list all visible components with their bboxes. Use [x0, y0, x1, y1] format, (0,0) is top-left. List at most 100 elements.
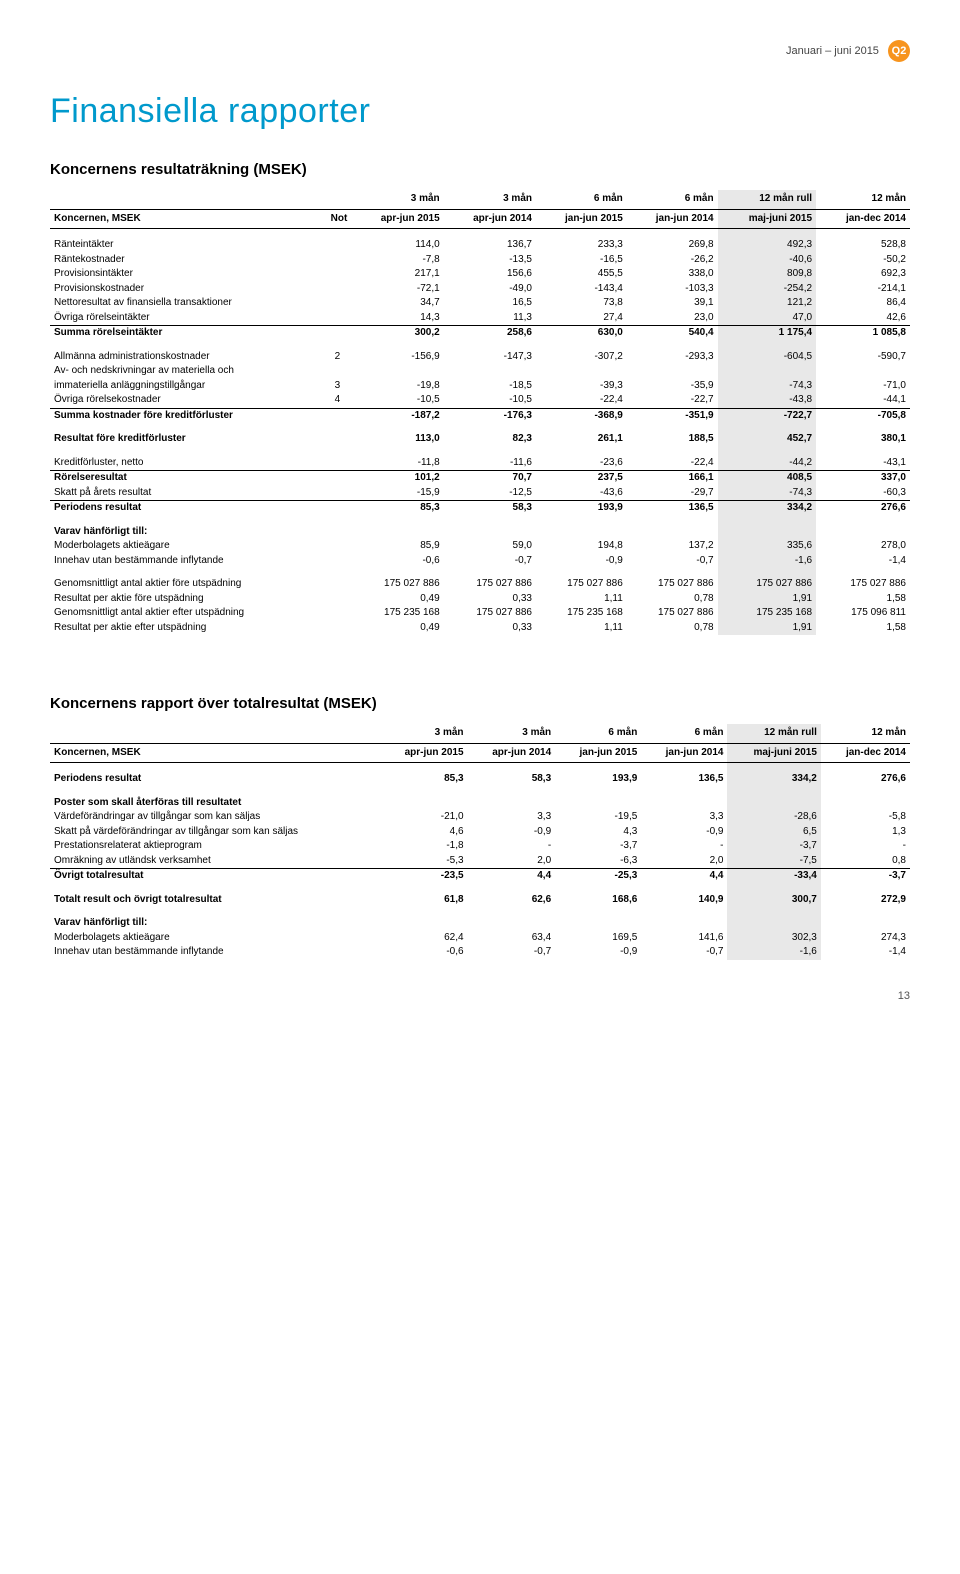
- cell-value: -25,3: [555, 869, 641, 884]
- row-note: [323, 486, 351, 501]
- cell-value: 188,5: [627, 423, 718, 447]
- cell-value: -3,7: [821, 869, 910, 884]
- table-row: Poster som skall återföras till resultat…: [50, 787, 910, 811]
- col-header-l1: 12 mån rull: [727, 724, 820, 743]
- cell-value: [641, 907, 727, 931]
- cell-value: 276,6: [821, 763, 910, 787]
- cell-value: 193,9: [536, 501, 627, 516]
- row-label: Provisionsintäkter: [50, 267, 323, 282]
- cell-value: -604,5: [718, 341, 816, 365]
- col-header-l2: apr-jun 2015: [380, 743, 468, 763]
- cell-value: 58,3: [444, 501, 536, 516]
- cell-value: -28,6: [727, 810, 820, 825]
- table2-heading: Koncernens rapport över totalresultat (M…: [50, 695, 910, 712]
- cell-value: 3,3: [468, 810, 556, 825]
- cell-value: -3,7: [555, 839, 641, 854]
- col-header-l2: jan-jun 2015: [536, 209, 627, 229]
- cell-value: 175 027 886: [627, 606, 718, 621]
- cell-value: 338,0: [627, 267, 718, 282]
- cell-value: 1 175,4: [718, 326, 816, 341]
- cell-value: -0,9: [555, 945, 641, 960]
- row-label: Resultat före kreditförluster: [50, 423, 323, 447]
- row-label: Summa kostnader före kreditförluster: [50, 408, 323, 423]
- row-label: Varav hänförligt till:: [50, 516, 323, 540]
- row-note: [323, 326, 351, 341]
- col-header-l1: 12 mån: [821, 724, 910, 743]
- cell-value: -50,2: [816, 253, 910, 268]
- cell-value: 47,0: [718, 311, 816, 326]
- cell-value: -156,9: [351, 341, 443, 365]
- col-header-l2: jan-jun 2015: [555, 743, 641, 763]
- row-label: Kreditförluster, netto: [50, 447, 323, 471]
- col-header-l1: 12 mån: [816, 190, 910, 209]
- cell-value: -368,9: [536, 408, 627, 423]
- cell-value: -44,2: [718, 447, 816, 471]
- row-label: Innehav utan bestämmande inflytande: [50, 945, 380, 960]
- cell-value: -1,6: [727, 945, 820, 960]
- row-label-header: Koncernen, MSEK: [50, 743, 380, 763]
- cell-value: [727, 907, 820, 931]
- row-label: Övriga rörelseintäkter: [50, 311, 323, 326]
- row-label: immateriella anläggningstillgångar: [50, 379, 323, 394]
- cell-value: 175 027 886: [816, 568, 910, 592]
- row-note: [323, 423, 351, 447]
- cell-value: -39,3: [536, 379, 627, 394]
- cell-value: 85,3: [351, 501, 443, 516]
- table-row: Kreditförluster, netto-11,8-11,6-23,6-22…: [50, 447, 910, 471]
- quarter-badge: Q2: [888, 40, 910, 62]
- cell-value: 269,8: [627, 229, 718, 253]
- cell-value: -0,6: [351, 554, 443, 569]
- cell-value: 6,5: [727, 825, 820, 840]
- period-label: Januari – juni 2015: [786, 45, 879, 57]
- cell-value: 1,91: [718, 592, 816, 607]
- cell-value: -43,8: [718, 393, 816, 408]
- table-row: Periodens resultat85,358,3193,9136,5334,…: [50, 763, 910, 787]
- cell-value: 62,4: [380, 931, 468, 946]
- cell-value: -0,7: [468, 945, 556, 960]
- cell-value: 1,11: [536, 592, 627, 607]
- cell-value: -7,5: [727, 854, 820, 869]
- cell-value: 82,3: [444, 423, 536, 447]
- cell-value: -11,6: [444, 447, 536, 471]
- cell-value: -0,7: [627, 554, 718, 569]
- cell-value: [627, 364, 718, 379]
- cell-value: -0,7: [641, 945, 727, 960]
- cell-value: -143,4: [536, 282, 627, 297]
- cell-value: [444, 516, 536, 540]
- cell-value: -49,0: [444, 282, 536, 297]
- table-row: Resultat per aktie efter utspädning0,490…: [50, 621, 910, 636]
- col-header-l2: apr-jun 2015: [351, 209, 443, 229]
- cell-value: -15,9: [351, 486, 443, 501]
- cell-value: -74,3: [718, 379, 816, 394]
- cell-value: 168,6: [555, 884, 641, 908]
- row-label: Skatt på årets resultat: [50, 486, 323, 501]
- row-label: Genomsnittligt antal aktier efter utspäd…: [50, 606, 323, 621]
- cell-value: 85,9: [351, 539, 443, 554]
- cell-value: -60,3: [816, 486, 910, 501]
- row-label: Ränteintäkter: [50, 229, 323, 253]
- col-label-blank: [50, 190, 323, 209]
- cell-value: 452,7: [718, 423, 816, 447]
- row-label: Övrigt totalresultat: [50, 869, 380, 884]
- cell-value: 4,4: [468, 869, 556, 884]
- row-label: Genomsnittligt antal aktier före utspädn…: [50, 568, 323, 592]
- row-label: Av- och nedskrivningar av materiella och: [50, 364, 323, 379]
- page-number: 13: [50, 990, 910, 1002]
- cell-value: -23,6: [536, 447, 627, 471]
- cell-value: 630,0: [536, 326, 627, 341]
- row-note: [323, 568, 351, 592]
- table-row: Resultat före kreditförluster113,082,326…: [50, 423, 910, 447]
- table-row: Periodens resultat85,358,3193,9136,5334,…: [50, 501, 910, 516]
- row-note: [323, 253, 351, 268]
- cell-value: [555, 787, 641, 811]
- cell-value: -0,9: [641, 825, 727, 840]
- cell-value: -0,9: [468, 825, 556, 840]
- cell-value: 175 235 168: [536, 606, 627, 621]
- cell-value: [727, 787, 820, 811]
- cell-value: 0,78: [627, 621, 718, 636]
- cell-value: 217,1: [351, 267, 443, 282]
- cell-value: -33,4: [727, 869, 820, 884]
- col-header-l1: 6 mån: [627, 190, 718, 209]
- cell-value: -254,2: [718, 282, 816, 297]
- cell-value: 113,0: [351, 423, 443, 447]
